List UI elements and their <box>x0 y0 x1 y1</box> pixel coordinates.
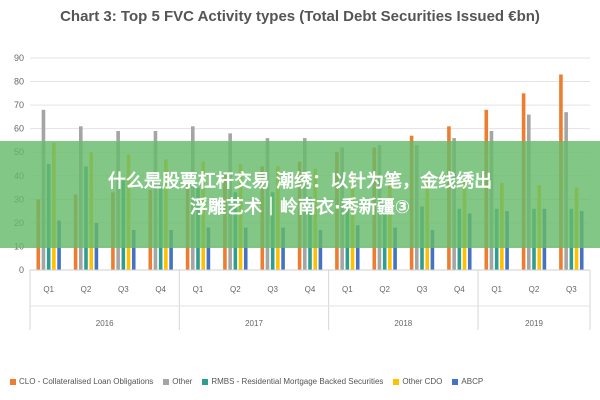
bar <box>318 229 323 270</box>
x-group-label: 2016 <box>96 319 114 328</box>
x-tick-label: Q2 <box>81 285 92 294</box>
x-tick-label: Q3 <box>267 285 278 294</box>
y-tick-label: 70 <box>14 100 24 110</box>
legend-label: Other CDO <box>402 377 443 386</box>
x-tick-label: Q4 <box>155 285 166 294</box>
legend-label: CLO - Collateralised Loan Obligations <box>19 377 154 386</box>
y-tick-label: 0 <box>19 265 24 275</box>
legend-swatch <box>393 378 400 385</box>
x-tick-label: Q2 <box>379 285 390 294</box>
x-tick-label: Q1 <box>193 285 204 294</box>
bar <box>281 227 285 270</box>
legend-swatch <box>202 378 209 385</box>
x-group-label: 2019 <box>525 319 543 328</box>
bar <box>430 229 435 270</box>
y-tick-label: 80 <box>14 77 24 87</box>
bar <box>206 227 211 270</box>
overlay-line-2: 浮雕艺术｜岭南衣·秀新疆③ <box>189 196 411 218</box>
x-tick-label: Q1 <box>491 285 502 294</box>
x-tick-label: Q3 <box>118 285 129 294</box>
x-group-label: 2018 <box>394 319 412 328</box>
x-tick-label: Q1 <box>342 285 353 294</box>
bar <box>169 229 173 270</box>
legend-item: Other <box>163 377 192 386</box>
legend-item: ABCP <box>452 377 483 386</box>
x-group-label: 2017 <box>245 319 263 328</box>
legend-label: ABCP <box>461 377 484 386</box>
x-tick-label: Q4 <box>454 285 465 294</box>
x-tick-label: Q2 <box>529 285 540 294</box>
bar <box>131 229 136 270</box>
y-tick-label: 60 <box>14 124 24 134</box>
overlay-line-1: 什么是股票杠杆交易 潮绣：以针为笔，金线绣出 <box>107 170 493 192</box>
x-axis-ticks: Q1 Q2 Q3 Q4 Q1 Q2 Q3 Q4 Q1 Q2 Q3 Q4 Q1 Q2 Q3 <box>30 269 590 294</box>
legend-item: CLO - Collateralised Loan Obligations <box>10 377 153 386</box>
legend-label: RMBS - Residential Mortgage Backed Secur… <box>211 377 384 386</box>
legend-swatch <box>163 378 170 385</box>
chart-title: Chart 3: Top 5 FVC Activity types (Total… <box>60 8 540 25</box>
bar <box>393 227 397 270</box>
legend-swatch <box>10 378 16 385</box>
overlay-banner[interactable]: 什么是股票杠杆交易 潮绣：以针为笔，金线绣出 浮雕艺术｜岭南衣·秀新疆③ <box>0 141 600 248</box>
y-tick-label: 90 <box>14 53 24 63</box>
x-tick-label: Q1 <box>43 285 54 294</box>
x-tick-label: Q3 <box>566 285 577 294</box>
legend-swatch <box>452 378 459 385</box>
x-tick-label: Q4 <box>305 285 316 294</box>
x-axis-year-groups: 2016 2017 2018 2019 <box>29 270 591 330</box>
x-tick-label: Q3 <box>417 285 428 294</box>
legend-label: Other <box>172 377 193 386</box>
legend-item: Other CDO <box>393 377 442 386</box>
legend: CLO - Collateralised Loan Obligations Oth… <box>10 377 600 386</box>
x-tick-label: Q2 <box>230 285 241 294</box>
bar <box>243 227 248 270</box>
legend-item: RMBS - Residential Mortgage Backed Secur… <box>202 377 383 386</box>
